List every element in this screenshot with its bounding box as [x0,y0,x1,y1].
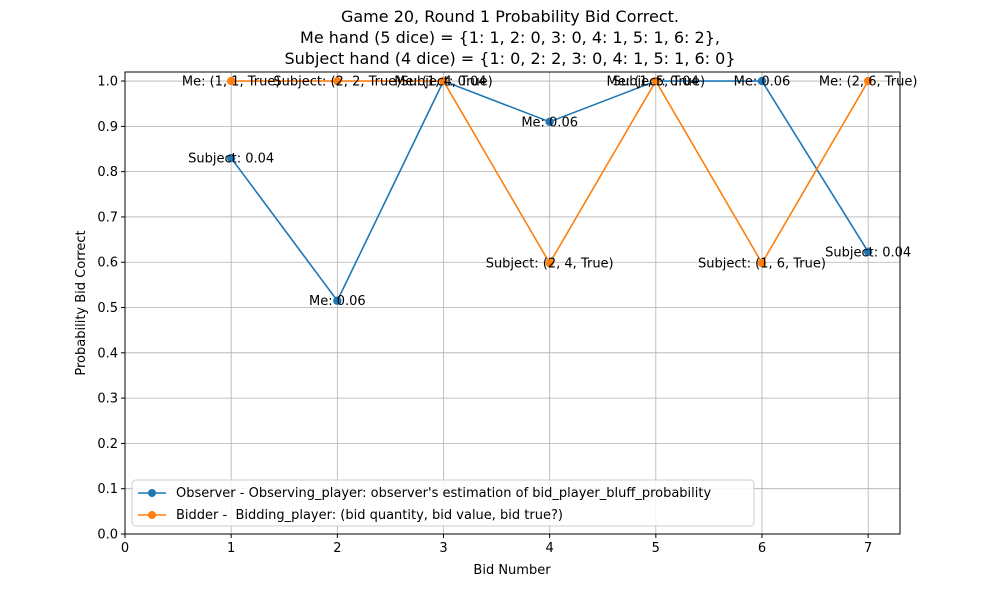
data-point-bidder [439,76,448,86]
x-tick-label: 3 [439,541,447,556]
y-tick-label: 0.7 [97,210,118,225]
y-tick-label: 0.0 [97,528,118,543]
data-point-bidder [545,258,554,268]
y-tick-label: 0.5 [97,301,118,316]
legend-marker-dot-observer [148,489,156,497]
x-tick-label: 7 [864,541,872,556]
data-point-observer [863,247,873,257]
legend-marker-dot-bidder [148,511,156,519]
x-tick-label: 4 [546,541,554,556]
data-point-observer [757,76,767,86]
legend-label-observer: Observer - Observing_player: observer's … [176,486,711,501]
point-annotation-observer: Subject: 0.04 [825,245,911,260]
legend: Observer - Observing_player: observer's … [131,479,755,527]
data-point-observer [226,153,236,163]
point-annotation-observer: Me: 0.06 [521,115,578,130]
x-tick-label: 6 [758,541,766,556]
point-annotation-observer: Subject: 0.04 [613,75,699,90]
chart-title-line-1: Game 20, Round 1 Probability Bid Correct… [341,7,679,26]
y-axis-ticks: 0.0 0.1 0.2 0.3 0.4 0.5 0.6 0.7 0.8 0.9 1.0 [97,75,125,543]
chart-title-line-2: Me hand (5 dice) = {1: 1, 2: 0, 3: 0, 4:… [300,28,720,47]
y-tick-label: 0.2 [97,437,118,452]
x-tick-label: 2 [333,541,341,556]
legend-label-bidder: Bidder - Bidding_player: (bid quantity, … [176,508,563,523]
y-tick-label: 0.1 [97,482,118,497]
point-annotation-bidder: Subject: (1, 6, True) [698,257,826,272]
data-point-bidder [333,76,342,86]
y-axis-label: Probability Bid Correct [74,230,89,375]
data-point-bidder [651,76,661,86]
data-point-bidder [863,76,873,86]
data-point-bidder [757,258,767,268]
y-tick-label: 0.4 [97,346,118,361]
y-tick-label: 1.0 [97,75,118,90]
legend-box [131,479,755,527]
y-tick-label: 0.8 [97,165,118,180]
point-annotation-bidder: Me: (1, 5, True) [607,75,706,90]
x-tick-label: 5 [652,541,660,556]
point-annotation-observer: Me: 0.06 [309,294,366,309]
point-annotation-bidder: Me: (2, 6, True) [819,75,918,90]
point-annotation-bidder: Subject: (2, 2, True) [273,75,401,90]
data-point-observer [333,296,342,305]
point-annotation-observer: Me: 0.06 [734,75,791,90]
chart-title: Game 20, Round 1 Probability Bid Correct… [284,7,735,68]
plot-frame [124,71,901,535]
annotations-group: Subject: 0.04 Me: 0.06 Subject: 0.04 Me: 0.… [182,75,918,310]
point-annotation-observer: Subject: 0.04 [400,75,486,90]
data-point-bidder [226,76,236,86]
point-annotation-bidder: Me: (1, 4, True) [394,75,493,90]
point-annotation-bidder: Me: (1, 1, True) [182,75,281,90]
point-annotation-observer: Subject: 0.04 [188,152,274,167]
x-axis-label: Bid Number [473,563,551,578]
x-tick-label: 1 [227,541,235,556]
point-annotation-bidder: Subject: (2, 4, True) [486,257,614,272]
x-tick-label: 0 [121,541,129,556]
y-tick-label: 0.6 [97,256,118,271]
chart-title-line-3: Subject hand (4 dice) = {1: 0, 2: 2, 3: … [284,49,735,68]
legend-entry-observer: Observer - Observing_player: observer's … [138,486,711,501]
y-tick-label: 0.3 [97,392,118,407]
series-group [226,76,873,305]
data-point-observer [545,117,554,127]
legend-entry-bidder: Bidder - Bidding_player: (bid quantity, … [138,508,563,523]
x-axis-ticks: 0 1 2 3 4 5 6 7 [121,534,872,556]
y-tick-label: 0.9 [97,120,118,135]
